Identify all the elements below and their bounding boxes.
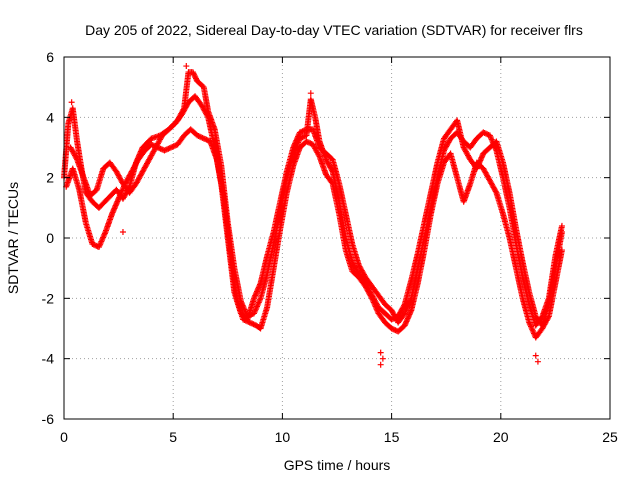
data-points <box>61 63 565 368</box>
data-point <box>377 361 384 368</box>
data-point <box>532 352 539 359</box>
data-point <box>307 140 314 147</box>
data-point <box>168 144 175 151</box>
data-point <box>198 134 205 141</box>
data-point <box>388 316 395 323</box>
data-point <box>162 146 169 153</box>
data-point <box>300 127 307 134</box>
x-tick-label: 5 <box>169 429 177 445</box>
y-tick-label: 6 <box>46 49 54 65</box>
data-point <box>158 146 165 153</box>
data-point <box>304 139 311 146</box>
y-axis-label: SDTVAR / TECUs <box>5 182 21 294</box>
gridlines <box>64 57 610 419</box>
data-point <box>302 127 309 134</box>
data-point <box>482 130 489 137</box>
axis-ticks <box>63 56 611 420</box>
data-point <box>166 145 173 152</box>
data-point <box>328 179 335 186</box>
data-point <box>558 222 565 229</box>
data-point <box>388 325 395 332</box>
data-point <box>202 136 209 143</box>
data-point <box>194 132 201 139</box>
y-tick-label: -6 <box>42 411 55 427</box>
data-point <box>200 135 207 142</box>
x-tick-label: 20 <box>493 429 509 445</box>
data-point <box>480 129 487 136</box>
data-point <box>379 355 386 362</box>
data-point <box>169 143 176 150</box>
y-tick-labels: -6 -4 -2 0 2 4 6 <box>42 49 55 427</box>
data-point <box>492 188 499 195</box>
data-point <box>484 131 491 138</box>
data-point <box>195 133 202 140</box>
data-point <box>90 241 97 248</box>
data-point <box>299 128 306 135</box>
data-point <box>299 134 306 141</box>
data-point <box>534 358 541 365</box>
data-point <box>247 320 254 327</box>
data-point <box>157 145 164 152</box>
data-point <box>303 138 310 145</box>
data-point <box>481 130 488 137</box>
data-point <box>204 137 211 144</box>
data-point <box>300 133 307 140</box>
data-point <box>73 155 80 162</box>
title: Day 205 of 2022, Sidereal Day-to-day VTE… <box>85 22 583 38</box>
x-axis-label: GPS time / hours <box>284 457 391 473</box>
data-point <box>165 145 172 152</box>
data-point <box>148 141 155 148</box>
x-tick-label: 25 <box>602 429 618 445</box>
data-point <box>315 152 322 159</box>
y-tick-label: -4 <box>42 351 55 367</box>
data-point <box>377 349 384 356</box>
data-point <box>558 247 565 254</box>
x-tick-label: 10 <box>275 429 291 445</box>
data-point <box>250 321 257 328</box>
data-point <box>389 326 396 333</box>
data-point <box>199 134 206 141</box>
data-point <box>246 319 253 326</box>
y-tick-label: 0 <box>46 230 54 246</box>
data-point <box>196 133 203 140</box>
data-point <box>171 142 178 149</box>
data-point <box>183 63 190 70</box>
data-point <box>161 147 168 154</box>
data-point <box>68 99 75 106</box>
data-point <box>306 139 313 146</box>
x-tick-label: 15 <box>384 429 400 445</box>
data-point <box>164 146 171 153</box>
x-tick-labels: 0 5 10 15 20 25 <box>60 429 618 445</box>
data-point <box>391 326 398 333</box>
chart-title: Day 205 of 2022, Sidereal Day-to-day VTE… <box>85 22 583 38</box>
data-point <box>204 112 211 119</box>
data-point <box>368 293 375 300</box>
data-point <box>119 228 126 235</box>
data-point <box>203 136 210 143</box>
data-point <box>545 314 552 321</box>
data-point <box>298 128 305 135</box>
data-point <box>170 143 177 150</box>
data-point <box>89 241 96 248</box>
data-point <box>307 90 314 97</box>
data-point <box>296 129 303 136</box>
y-tick-label: -2 <box>42 290 55 306</box>
x-tick-label: 0 <box>60 429 68 445</box>
y-tick-label: 2 <box>46 170 54 186</box>
y-tick-label: 4 <box>46 109 54 125</box>
data-point <box>249 320 256 327</box>
